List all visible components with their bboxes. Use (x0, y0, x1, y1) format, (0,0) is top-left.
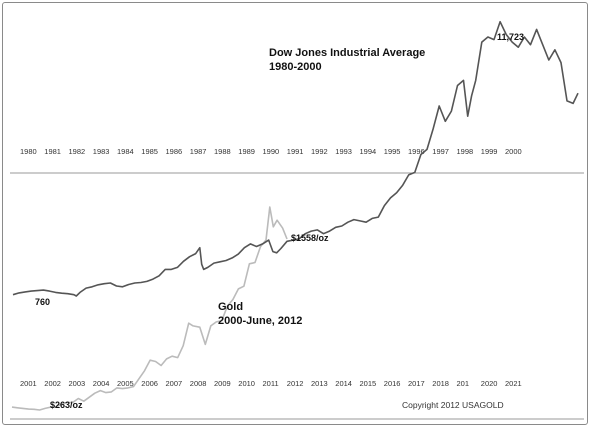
dow-x-tick-1988: 1988 (214, 147, 231, 156)
gold-x-tick-2017: 2017 (408, 379, 425, 388)
gold-series-line (11, 206, 288, 411)
gold-x-tick-2004: 2004 (93, 379, 110, 388)
gold-x-tick-2003: 2003 (69, 379, 86, 388)
dow-x-tick-1983: 1983 (93, 147, 110, 156)
dow-x-tick-labels: 1980 1981 1982 1983 1984 1985 1986 1987 1988 1989… (20, 147, 522, 156)
dow-x-tick-1984: 1984 (117, 147, 134, 156)
gold-x-tick-2018: 2018 (432, 379, 449, 388)
gold-x-tick-201: 201 (457, 379, 470, 388)
dow-x-tick-1999: 1999 (481, 147, 498, 156)
gold-subtitle: 2000-June, 2012 (218, 315, 302, 327)
dow-subtitle: 1980-2000 (269, 61, 322, 73)
dow-x-tick-1986: 1986 (166, 147, 183, 156)
gold-x-tick-2008: 2008 (190, 379, 207, 388)
dow-x-tick-1985: 1985 (141, 147, 158, 156)
gold-low-annotation: $263/oz (50, 400, 83, 410)
dow-x-tick-1994: 1994 (360, 147, 377, 156)
dow-title: Dow Jones Industrial Average (269, 47, 425, 59)
gold-x-tick-2007: 2007 (166, 379, 183, 388)
dow-x-tick-1987: 1987 (190, 147, 207, 156)
gold-x-tick-2005: 2005 (117, 379, 134, 388)
dow-x-tick-1980: 1980 (20, 147, 37, 156)
gold-x-tick-2013: 2013 (311, 379, 328, 388)
gold-x-tick-2016: 2016 (384, 379, 401, 388)
chart-frame (2, 2, 588, 425)
dow-x-tick-1990: 1990 (263, 147, 280, 156)
gold-x-tick-2014: 2014 (335, 379, 352, 388)
gold-title: Gold (218, 301, 243, 313)
gold-x-tick-2021: 2021 (505, 379, 522, 388)
copyright-text: Copyright 2012 USAGOLD (402, 400, 504, 410)
dow-x-tick-1996: 1996 (408, 147, 425, 156)
gold-x-tick-2020: 2020 (481, 379, 498, 388)
dow-x-tick-1989: 1989 (238, 147, 255, 156)
gold-x-tick-2001: 2001 (20, 379, 37, 388)
gold-high-annotation: $1558/oz (291, 233, 329, 243)
dow-x-tick-1998: 1998 (457, 147, 474, 156)
dow-x-tick-2000: 2000 (505, 147, 522, 156)
dow-high-annotation: 11,723 (497, 32, 524, 42)
dow-x-tick-1993: 1993 (335, 147, 352, 156)
dow-x-tick-1991: 1991 (287, 147, 304, 156)
gold-x-tick-2009: 2009 (214, 379, 231, 388)
gold-x-tick-2015: 2015 (360, 379, 377, 388)
dow-low-annotation: 760 (35, 297, 50, 307)
dow-x-tick-1981: 1981 (44, 147, 61, 156)
gold-x-tick-2012: 2012 (287, 379, 304, 388)
dow-x-tick-1992: 1992 (311, 147, 328, 156)
dow-series-line (12, 20, 579, 297)
gold-x-tick-labels: 2001 2002 2003 2004 2005 2006 2007 2008 2009 2010… (20, 379, 522, 388)
gold-x-tick-2006: 2006 (141, 379, 158, 388)
dow-x-tick-1995: 1995 (384, 147, 401, 156)
gold-x-tick-2010: 2010 (238, 379, 255, 388)
dow-x-tick-1997: 1997 (432, 147, 449, 156)
dow-x-tick-1982: 1982 (69, 147, 86, 156)
gold-x-tick-2002: 2002 (44, 379, 61, 388)
gold-x-tick-2011: 2011 (263, 379, 279, 388)
